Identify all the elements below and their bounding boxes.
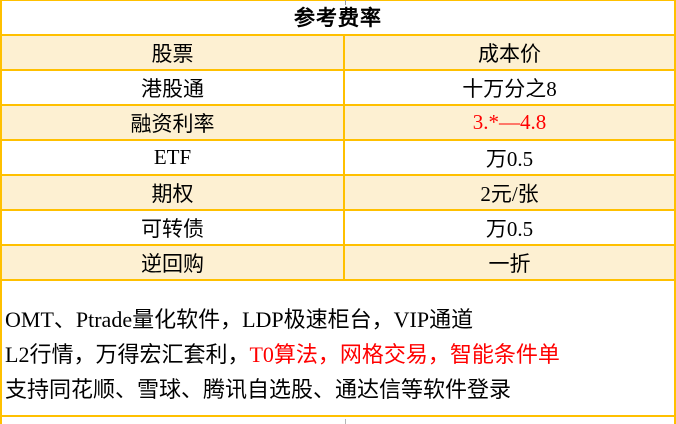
notes-line-2-black: L2行情，万得宏汇套利， — [5, 342, 250, 367]
top-border-hairline — [2, 0, 674, 1]
fee-label-cell: ETF — [2, 141, 345, 174]
table-row: 期权 2元/张 — [2, 176, 674, 211]
fee-value-cell: 2元/张 — [480, 181, 539, 206]
table-row: ETF 万0.5 — [2, 141, 674, 176]
fee-value-cell: 万0.5 — [485, 216, 534, 241]
table-row: 可转债 万0.5 — [2, 211, 674, 246]
notes-line-3: 支持同花顺、雪球、腾讯自选股、通达信等软件登录 — [5, 372, 670, 407]
notes-line-1-text: OMT、Ptrade量化软件，LDP极速柜台，VIP通道 — [5, 307, 474, 332]
top-gridline-stub — [345, 0, 346, 5]
fee-label-cell: 港股通 — [2, 71, 345, 104]
notes-line-1: OMT、Ptrade量化软件，LDP极速柜台，VIP通道 — [5, 302, 670, 337]
fee-label-cell: 可转债 — [2, 211, 345, 244]
notes-line-3-text: 支持同花顺、雪球、腾讯自选股、通达信等软件登录 — [5, 377, 512, 402]
fee-value-cell: 万0.5 — [485, 146, 534, 171]
notes-block: OMT、Ptrade量化软件，LDP极速柜台，VIP通道 L2行情，万得宏汇套利… — [2, 281, 674, 417]
fee-value-cell: 十万分之8 — [462, 76, 557, 101]
fee-label-cell: 股票 — [2, 36, 345, 69]
fee-label-cell: 融资利率 — [2, 106, 345, 139]
fee-label-cell: 逆回购 — [2, 246, 345, 279]
fee-value-cell: 成本价 — [478, 41, 541, 66]
table-title: 参考费率 — [294, 6, 382, 30]
table-title-row: 参考费率 — [2, 0, 674, 36]
notes-line-2: L2行情，万得宏汇套利，T0算法，网格交易，智能条件单 — [5, 337, 670, 372]
fee-value-cell-highlighted: 3.*—4.8 — [472, 110, 547, 134]
table-row: 港股通 十万分之8 — [2, 71, 674, 106]
fee-label-cell: 期权 — [2, 176, 345, 209]
notes-line-2-red: T0算法，网格交易，智能条件单 — [249, 342, 560, 367]
fee-value-cell: 一折 — [488, 251, 531, 276]
table-row: 股票 成本价 — [2, 36, 674, 71]
bottom-gridline-stub — [345, 419, 346, 424]
table-row: 融资利率 3.*—4.8 — [2, 106, 674, 141]
table-row: 逆回购 一折 — [2, 246, 674, 281]
cropped-next-row-sliver — [2, 417, 674, 424]
